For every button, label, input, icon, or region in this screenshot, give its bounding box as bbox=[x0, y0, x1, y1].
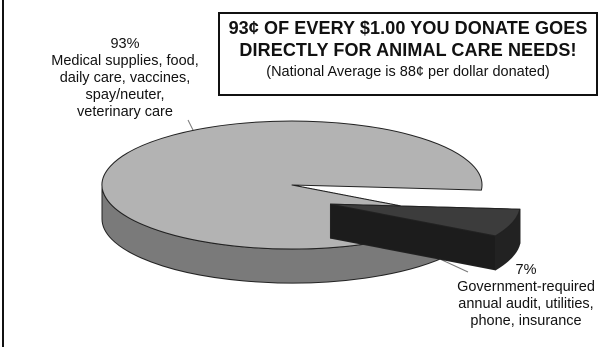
slice-label-large: 93% Medical supplies, food, daily care, … bbox=[20, 36, 230, 121]
slice-desc-large-line-4: veterinary care bbox=[77, 104, 173, 120]
slice-percent-small: 7% bbox=[515, 262, 537, 278]
slice-percent-large: 93% bbox=[110, 36, 140, 52]
chart-subtitle: (National Average is 88¢ per dollar dona… bbox=[266, 64, 550, 80]
slice-desc-large-line-1: Medical supplies, food, bbox=[51, 53, 199, 69]
slice-desc-large-line-2: daily care, vaccines, bbox=[59, 70, 191, 86]
slice-label-small: 7% Government-required annual audit, uti… bbox=[438, 262, 614, 330]
slice-desc-small-line-3: phone, insurance bbox=[470, 313, 582, 329]
pie-slices bbox=[101, 120, 521, 284]
chart-title-line-1: 93¢ OF EVERY $1.00 YOU DONATE GOES bbox=[228, 18, 588, 38]
slice-desc-large-line-3: spay/neuter, bbox=[85, 87, 165, 103]
title-box: 93¢ OF EVERY $1.00 YOU DONATE GOES DIREC… bbox=[218, 12, 598, 96]
slice-desc-small-line-1: Government-required bbox=[457, 279, 595, 295]
slice-desc-small-line-2: annual audit, utilities, bbox=[458, 296, 594, 312]
chart-title-line-2: DIRECTLY FOR ANIMAL CARE NEEDS! bbox=[239, 40, 577, 60]
slice-small-top bbox=[329, 203, 521, 237]
